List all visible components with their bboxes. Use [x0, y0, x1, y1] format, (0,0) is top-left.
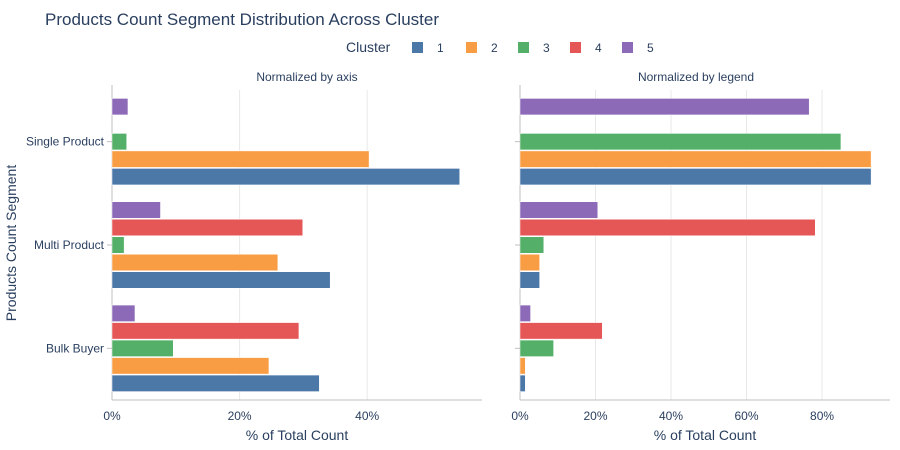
bar-p2-single-product-cluster-5[interactable]: [519, 98, 810, 116]
chart-title: Products Count Segment Distribution Acro…: [45, 10, 439, 29]
bar-p2-multi-product-cluster-5[interactable]: [519, 201, 599, 219]
bar-p1-bulk-buyer-cluster-2[interactable]: [111, 357, 270, 375]
bar-p2-single-product-cluster-2[interactable]: [519, 150, 872, 168]
x-tick-label: 20%: [583, 409, 607, 423]
bar-p2-single-product-cluster-3[interactable]: [519, 133, 842, 151]
bar-p2-multi-product-cluster-4[interactable]: [519, 219, 816, 236]
legend-swatch-4[interactable]: [570, 42, 581, 53]
bar-p1-bulk-buyer-cluster-1[interactable]: [111, 374, 320, 392]
bar-p1-multi-product-cluster-5[interactable]: [111, 201, 161, 219]
legend-swatch-2[interactable]: [466, 42, 477, 53]
bar-p2-bulk-buyer-cluster-2[interactable]: [519, 357, 526, 375]
legend-label-4: 4: [595, 41, 602, 55]
legend-title: Cluster: [346, 39, 391, 55]
bar-p1-multi-product-cluster-1[interactable]: [111, 271, 331, 289]
bar-p2-bulk-buyer-cluster-4[interactable]: [519, 322, 603, 340]
bar-p1-single-product-cluster-1[interactable]: [111, 168, 460, 186]
legend-label-3: 3: [543, 41, 550, 55]
bar-p2-multi-product-cluster-2[interactable]: [519, 254, 540, 271]
x-tick-label: 0%: [511, 409, 529, 423]
y-tick-label: Single Product: [26, 135, 105, 149]
bar-p2-multi-product-cluster-3[interactable]: [519, 236, 545, 254]
y-axis-title: Products Count Segment: [3, 165, 19, 322]
x-tick-label: 0%: [103, 409, 121, 423]
legend-swatch-5[interactable]: [622, 42, 633, 53]
legend: Cluster 1 2 3 4 5: [346, 39, 654, 55]
legend-swatch-1[interactable]: [412, 42, 423, 53]
bar-p1-bulk-buyer-cluster-3[interactable]: [111, 339, 174, 357]
y-tick-label: Multi Product: [34, 238, 105, 252]
bar-p1-single-product-cluster-5[interactable]: [111, 98, 129, 116]
legend-label-5: 5: [647, 41, 654, 55]
x-tick-label: 40%: [659, 409, 683, 423]
bar-p1-multi-product-cluster-3[interactable]: [111, 236, 125, 254]
x-axis-title-left: % of Total Count: [246, 427, 349, 443]
plot-area: 0% 20% 40% Single Product Multi Product Bulk …: [26, 85, 890, 423]
bar-p2-multi-product-cluster-1[interactable]: [519, 271, 540, 289]
subplot-title-right: Normalized by legend: [638, 70, 754, 84]
bar-p2-single-product-cluster-1[interactable]: [519, 168, 872, 186]
bar-p1-single-product-cluster-2[interactable]: [111, 150, 370, 168]
x-tick-label: 80%: [810, 409, 834, 423]
legend-label-1: 1: [437, 41, 444, 55]
x-axis-title-right: % of Total Count: [654, 427, 757, 443]
bar-p2-bulk-buyer-cluster-3[interactable]: [519, 339, 554, 357]
bar-p1-bulk-buyer-cluster-5[interactable]: [111, 304, 136, 322]
x-tick-label: 60%: [735, 409, 759, 423]
bar-p2-bulk-buyer-cluster-1[interactable]: [519, 374, 526, 392]
x-tick-label: 20%: [228, 409, 252, 423]
bar-p1-multi-product-cluster-4[interactable]: [111, 219, 303, 236]
bar-p1-bulk-buyer-cluster-4[interactable]: [111, 322, 300, 340]
x-tick-label: 40%: [355, 409, 379, 423]
bar-p1-multi-product-cluster-2[interactable]: [111, 254, 279, 271]
legend-label-2: 2: [491, 41, 498, 55]
bar-p2-bulk-buyer-cluster-5[interactable]: [519, 304, 531, 322]
bar-p1-single-product-cluster-3[interactable]: [111, 133, 127, 151]
legend-swatch-3[interactable]: [518, 42, 529, 53]
subplot-title-left: Normalized by axis: [256, 70, 357, 84]
y-tick-label: Bulk Buyer: [46, 341, 104, 355]
